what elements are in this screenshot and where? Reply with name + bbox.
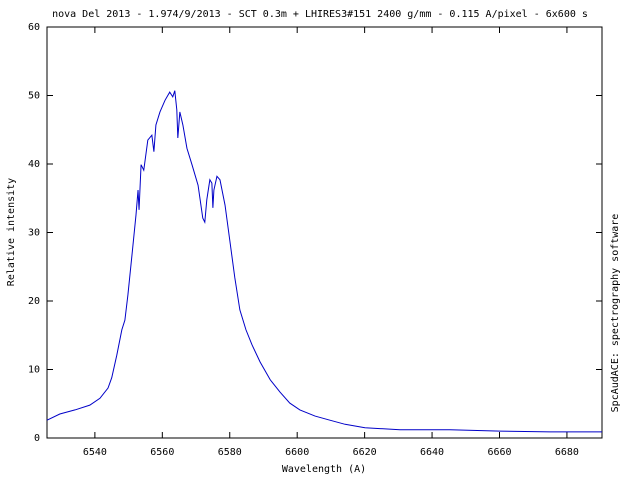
x-tick-label: 6560	[150, 447, 174, 458]
x-axis-label: Wavelength (A)	[282, 464, 366, 475]
y-tick-label: 40	[28, 159, 40, 170]
side-note: SpcAudACE: spectrography software	[610, 214, 621, 413]
x-tick-label: 6640	[420, 447, 444, 458]
x-tick-label: 6620	[353, 447, 377, 458]
spectrum-line	[46, 90, 602, 433]
plot-frame	[46, 26, 603, 439]
y-tick-label: 10	[28, 365, 40, 376]
y-tick-label: 60	[28, 22, 40, 33]
chart-title: nova Del 2013 - 1.974/9/2013 - SCT 0.3m …	[52, 9, 588, 20]
y-tick-label: 30	[28, 228, 40, 239]
x-tick-label: 6540	[83, 447, 107, 458]
x-tick-label: 6580	[218, 447, 242, 458]
y-tick-label: 20	[28, 296, 40, 307]
y-axis-label: Relative intensity	[6, 178, 17, 286]
x-tick-label: 6660	[487, 447, 511, 458]
y-tick-label: 0	[34, 433, 40, 444]
y-tick-label: 50	[28, 91, 40, 102]
x-tick-label: 6600	[285, 447, 309, 458]
x-tick-label: 6680	[555, 447, 579, 458]
